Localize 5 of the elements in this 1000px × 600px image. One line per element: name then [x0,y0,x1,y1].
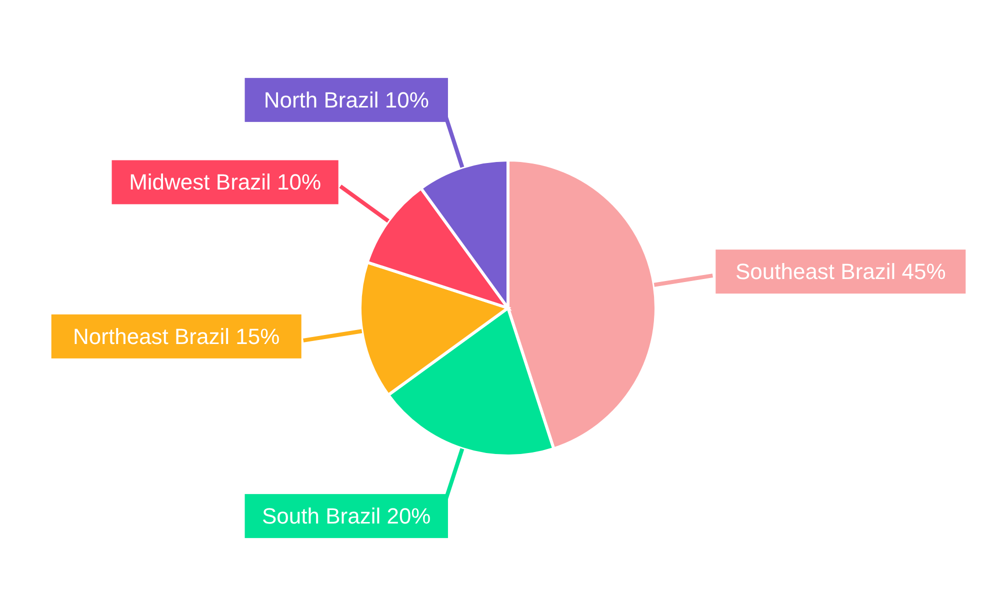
slice-label: South Brazil 20% [262,504,431,529]
slice-label: Northeast Brazil 15% [73,324,280,349]
slice-label: North Brazil 10% [264,87,429,112]
slice-label: Southeast Brazil 45% [735,259,946,284]
slice-label: Midwest Brazil 10% [129,170,322,195]
